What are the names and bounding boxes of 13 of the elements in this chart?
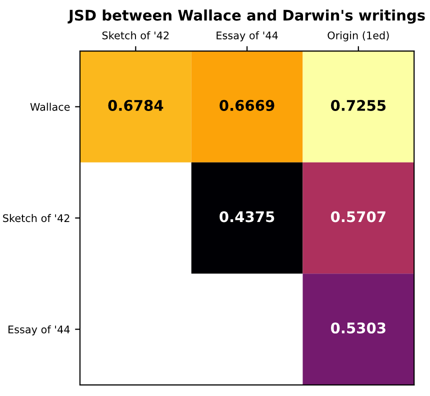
y-tick-label: Essay of '44 xyxy=(8,325,70,336)
data-label: 0.4375 xyxy=(220,211,274,222)
x-tick-label: Origin (1ed) xyxy=(328,31,389,42)
data-label: 0.7255 xyxy=(330,100,386,111)
x-tick-label: Sketch of '42 xyxy=(102,31,169,40)
data-label: 0.6669 xyxy=(220,100,274,111)
data-label: 0.5707 xyxy=(330,211,386,222)
y-tick-label: Sketch of '42 xyxy=(3,214,70,222)
y-tick-label: Wallace xyxy=(30,102,70,111)
chart-title: JSD between Wallace and Darwin's writings xyxy=(68,9,425,24)
data-label: 0.5303 xyxy=(330,322,386,334)
data-label: 0.6784 xyxy=(108,100,164,111)
x-tick-label: Essay of '44 xyxy=(216,31,278,42)
